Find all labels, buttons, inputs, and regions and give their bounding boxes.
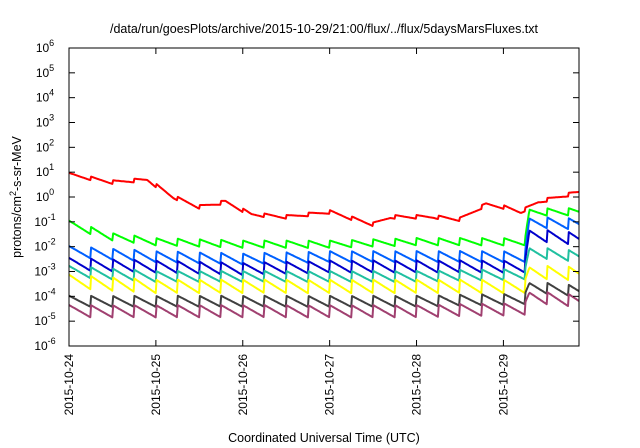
series-line-3 (68, 229, 580, 276)
y-tick-label-exponent: -6 (48, 336, 56, 346)
y-tick-label-10: 10-4 (34, 286, 55, 303)
y-tick-label-base: 10 (34, 215, 48, 229)
y-tick-label-1: 105 (36, 63, 54, 80)
y-tick-label-exponent: 5 (49, 63, 54, 73)
y-tick-label-exponent: -5 (48, 311, 56, 321)
y-tick-label-base: 10 (34, 289, 48, 303)
x-axis-label: Coordinated Universal Time (UTC) (228, 431, 420, 445)
y-tick-label-base: 10 (36, 91, 50, 105)
x-tick-label-4: 2015-10-28 (410, 354, 424, 416)
plot-lines (68, 171, 580, 319)
x-tick-label-0: 2015-10-24 (62, 354, 76, 416)
y-axis-label: protons/cm2-s-sr-MeV (8, 135, 24, 257)
y-tick-label-exponent: 2 (49, 137, 54, 147)
y-tick-label-exponent: -4 (48, 286, 56, 296)
series-line-2 (68, 216, 580, 266)
y-tick-label-6: 100 (36, 187, 54, 204)
y-tick-label-base: 10 (36, 165, 50, 179)
y-tick-label-base: 10 (36, 140, 50, 154)
y-tick-label-base: 10 (36, 41, 50, 55)
y-tick-label-12: 10-6 (34, 336, 55, 353)
y-tick-label-exponent: -2 (48, 237, 56, 247)
y-tick-label-base: 10 (34, 240, 48, 254)
x-tick-label-2: 2015-10-26 (236, 354, 250, 416)
y-tick-label-base: 10 (34, 265, 48, 279)
x-tick-label-5: 2015-10-29 (496, 354, 510, 416)
series-line-1 (68, 207, 580, 249)
y-tick-label-4: 102 (36, 137, 54, 154)
series-line-0 (68, 171, 580, 227)
y-tick-label-base: 10 (36, 66, 50, 80)
y-tick-label-exponent: 0 (49, 187, 54, 197)
x-axis: 2015-10-24 2015-10-25 2015-10-26 2015-10-27… (62, 48, 510, 415)
y-tick-label-exponent: 3 (49, 113, 54, 123)
chart-title: /data/run/goesPlots/archive/2015-10-29/2… (110, 22, 539, 36)
y-axis: 10610510410310210110010-110-210-310-410-… (34, 38, 579, 353)
y-tick-label-base: 10 (34, 339, 48, 353)
y-tick-label-exponent: -1 (48, 212, 56, 222)
y-tick-label-exponent: 4 (49, 88, 54, 98)
y-tick-label-9: 10-3 (34, 262, 55, 279)
series-line-4 (68, 247, 580, 283)
y-tick-label-2: 104 (36, 88, 54, 105)
series-line-6 (68, 282, 580, 308)
y-tick-label-3: 103 (36, 113, 54, 130)
y-tick-label-exponent: 6 (49, 38, 54, 48)
y-tick-label-7: 10-1 (34, 212, 55, 229)
y-tick-label-5: 101 (36, 162, 54, 179)
y-tick-label-base: 10 (36, 116, 50, 130)
y-tick-label-exponent: 1 (49, 162, 54, 172)
y-tick-label-0: 106 (36, 38, 54, 55)
x-tick-label-1: 2015-10-25 (149, 354, 163, 416)
y-tick-label-exponent: -3 (48, 262, 56, 272)
y-tick-label-11: 10-5 (34, 311, 55, 328)
y-tick-label-base: 10 (34, 314, 48, 328)
y-tick-label-8: 10-2 (34, 237, 55, 254)
series-line-5 (68, 265, 580, 295)
x-tick-label-3: 2015-10-27 (323, 354, 337, 416)
y-axis-label-rest: -s-sr-MeV (10, 135, 24, 191)
y-tick-label-base: 10 (36, 190, 50, 204)
y-axis-label-sup: 2 (8, 191, 18, 196)
y-axis-label-main: protons/cm (10, 196, 24, 258)
series-line-7 (68, 291, 580, 319)
